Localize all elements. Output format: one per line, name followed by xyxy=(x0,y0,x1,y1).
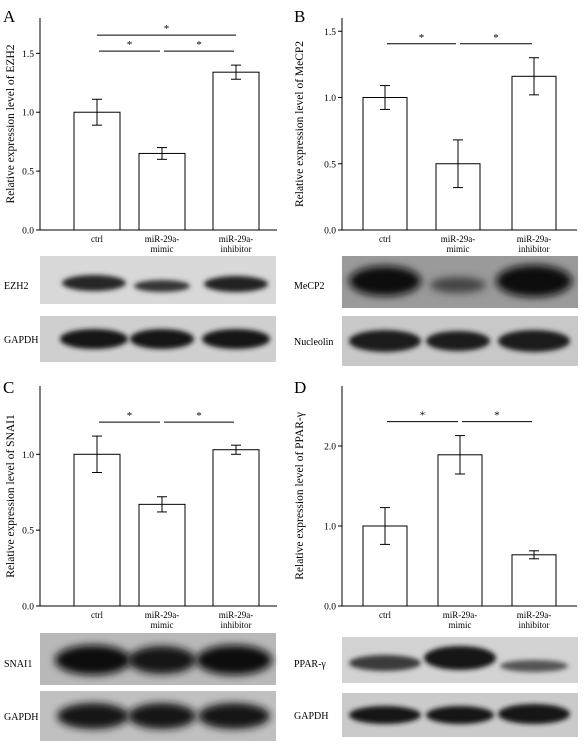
bar xyxy=(212,71,260,231)
bar xyxy=(437,454,483,607)
category-label: miR-29a- xyxy=(219,610,254,620)
blot-label-snai1: SNAI1 xyxy=(4,659,32,670)
blot-label-gapdh-a: GAPDH xyxy=(4,335,38,346)
category-label: miR-29a- xyxy=(517,610,552,620)
y-tick-label: 0.0 xyxy=(22,603,34,613)
significance-star: * xyxy=(493,32,499,44)
y-tick-label: 0.0 xyxy=(22,227,34,237)
y-tick-label: 0.0 xyxy=(324,603,336,613)
bar xyxy=(511,554,557,607)
y-axis-label: Relative expression level of MeCP2 xyxy=(294,41,306,207)
bar xyxy=(138,152,186,231)
significance-star: * xyxy=(164,23,170,35)
category-label: ctrl xyxy=(379,610,391,620)
chart-ppar-gamma: 0.0 1.0 2.0 Relative expression level of PP… xyxy=(294,386,577,630)
bar xyxy=(73,111,121,231)
y-tick-label: 1.0 xyxy=(324,523,336,533)
chart-ezh2: 0.0 0.5 1.0 1.5 Relative expression level of… xyxy=(5,18,277,254)
significance-star: * xyxy=(420,410,426,422)
panel-label-b: B xyxy=(294,7,305,26)
bar xyxy=(362,97,408,231)
bar xyxy=(212,449,260,607)
category-label: ctrl xyxy=(91,610,103,620)
panel-label-c: C xyxy=(3,378,14,397)
panel-label-d: D xyxy=(294,378,306,397)
significance-star: * xyxy=(127,39,133,51)
category-label: inhibitor xyxy=(221,244,252,254)
category-label: mimic xyxy=(151,244,174,254)
blot-ezh2 xyxy=(40,256,276,304)
y-tick-label: 0.0 xyxy=(324,227,336,237)
category-label: ctrl xyxy=(379,234,391,244)
category-label: miR-29a- xyxy=(443,610,478,620)
blot-nucleolin xyxy=(342,316,578,366)
bar xyxy=(73,453,121,607)
blot-ppar-gamma xyxy=(342,637,578,683)
y-tick-label: 0.5 xyxy=(22,168,34,178)
blot-mecp2 xyxy=(342,256,578,308)
blot-label-mecp2: MeCP2 xyxy=(294,281,325,292)
y-tick-label: 1.0 xyxy=(324,94,336,104)
significance-star: * xyxy=(494,410,500,422)
significance-star: * xyxy=(127,410,133,422)
category-label: miR-29a- xyxy=(517,234,552,244)
category-label: inhibitor xyxy=(519,620,550,630)
chart-mecp2: 0.0 0.5 1.0 1.5 Relative expression level of… xyxy=(294,18,577,254)
y-axis-label: Relative expression level of EZH2 xyxy=(5,44,17,203)
y-tick-label: 0.5 xyxy=(22,527,34,537)
blot-label-ppar-gamma: PPAR-γ xyxy=(294,659,326,670)
significance-star: * xyxy=(196,410,202,422)
category-label: miR-29a- xyxy=(145,610,180,620)
blot-gapdh-d xyxy=(342,693,578,737)
category-label: miR-29a- xyxy=(441,234,476,244)
significance-star: * xyxy=(196,39,202,51)
y-tick-label: 1.0 xyxy=(22,109,34,119)
panel-label-a: A xyxy=(3,7,16,26)
blot-label-gapdh-d: GAPDH xyxy=(294,711,328,722)
chart-snai1: 0.0 0.5 1.0 Relative expression level of SN… xyxy=(5,386,277,630)
category-label: miR-29a- xyxy=(219,234,254,244)
blot-label-nucleolin: Nucleolin xyxy=(294,337,333,348)
y-tick-label: 1.5 xyxy=(22,50,34,60)
y-axis-label: Relative expression level of PPAR-γ xyxy=(294,412,306,580)
y-tick-label: 2.0 xyxy=(324,443,336,453)
significance-star: * xyxy=(419,32,425,44)
category-label: mimic xyxy=(449,620,472,630)
blot-gapdh-c xyxy=(40,691,276,741)
blot-gapdh-a xyxy=(40,316,276,362)
blot-label-ezh2: EZH2 xyxy=(4,281,28,292)
category-label: mimic xyxy=(447,244,470,254)
bar xyxy=(138,503,186,607)
category-label: ctrl xyxy=(91,234,103,244)
category-label: inhibitor xyxy=(221,620,252,630)
bar xyxy=(511,75,557,231)
blot-label-gapdh-c: GAPDH xyxy=(4,712,38,723)
blot-snai1 xyxy=(40,633,276,685)
y-tick-label: 1.5 xyxy=(324,28,336,38)
category-label: inhibitor xyxy=(519,244,550,254)
category-label: mimic xyxy=(151,620,174,630)
y-axis-label: Relative expression level of SNAI1 xyxy=(5,414,17,578)
y-tick-label: 0.5 xyxy=(324,160,336,170)
category-label: miR-29a- xyxy=(145,234,180,244)
y-tick-label: 1.0 xyxy=(22,451,34,461)
